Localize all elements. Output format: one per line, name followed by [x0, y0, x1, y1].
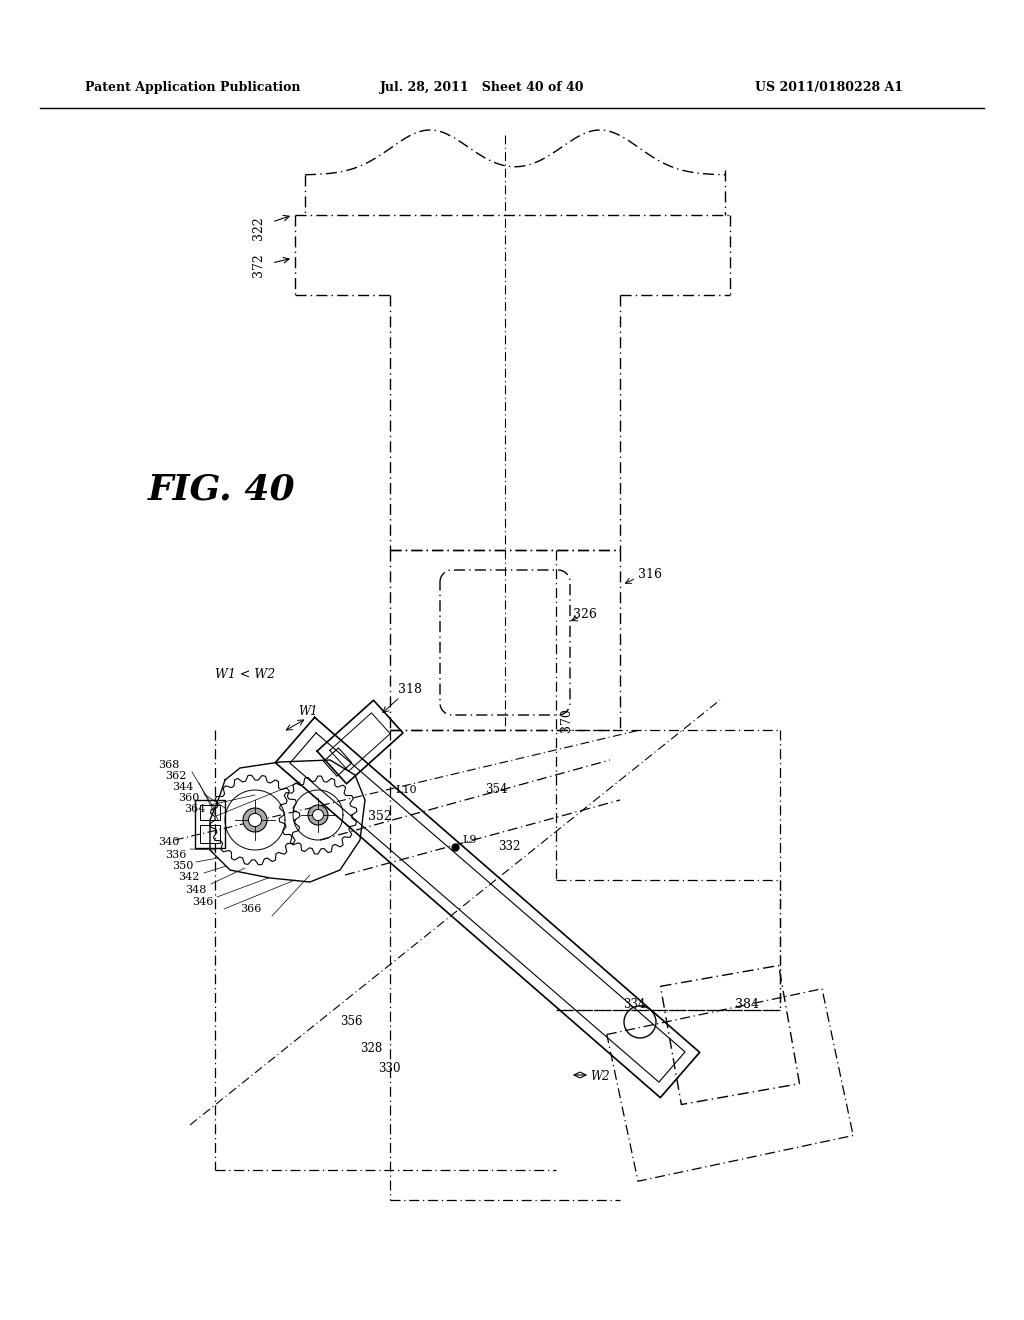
Text: 352: 352	[368, 810, 392, 822]
Text: 348: 348	[185, 884, 207, 895]
Text: 356: 356	[340, 1015, 362, 1028]
Text: 330: 330	[378, 1063, 400, 1074]
Text: 346: 346	[193, 898, 213, 907]
Text: 360: 360	[178, 793, 200, 803]
Text: W1 < W2: W1 < W2	[215, 668, 275, 681]
Text: 362: 362	[165, 771, 186, 781]
Text: Jul. 28, 2011   Sheet 40 of 40: Jul. 28, 2011 Sheet 40 of 40	[380, 82, 585, 95]
Text: L10: L10	[395, 785, 417, 795]
Circle shape	[308, 805, 328, 825]
Text: 318: 318	[398, 682, 422, 696]
Text: 344: 344	[172, 781, 194, 792]
Text: 366: 366	[240, 904, 261, 913]
Text: 364: 364	[184, 804, 206, 814]
Text: 332: 332	[498, 840, 520, 853]
Text: 372: 372	[252, 253, 265, 277]
Text: 334: 334	[623, 998, 645, 1011]
Circle shape	[243, 808, 267, 832]
Text: 350: 350	[172, 861, 194, 871]
Text: L9: L9	[462, 836, 476, 845]
Text: FIG. 40: FIG. 40	[148, 473, 296, 507]
Circle shape	[312, 809, 324, 821]
Text: 322: 322	[252, 216, 265, 240]
Text: US 2011/0180228 A1: US 2011/0180228 A1	[755, 82, 903, 95]
Text: 340: 340	[158, 837, 179, 847]
Text: W1: W1	[298, 705, 317, 718]
Text: 328: 328	[360, 1041, 382, 1055]
Text: W2: W2	[590, 1071, 609, 1082]
Text: 370: 370	[560, 708, 573, 731]
Text: Patent Application Publication: Patent Application Publication	[85, 82, 300, 95]
Text: 336: 336	[165, 850, 186, 861]
Text: 326: 326	[573, 609, 597, 622]
Circle shape	[249, 813, 261, 826]
Text: 368: 368	[158, 760, 179, 770]
Text: 316: 316	[638, 569, 662, 582]
Text: 384: 384	[735, 998, 759, 1011]
Text: 354: 354	[485, 783, 508, 796]
Text: 342: 342	[178, 873, 200, 882]
